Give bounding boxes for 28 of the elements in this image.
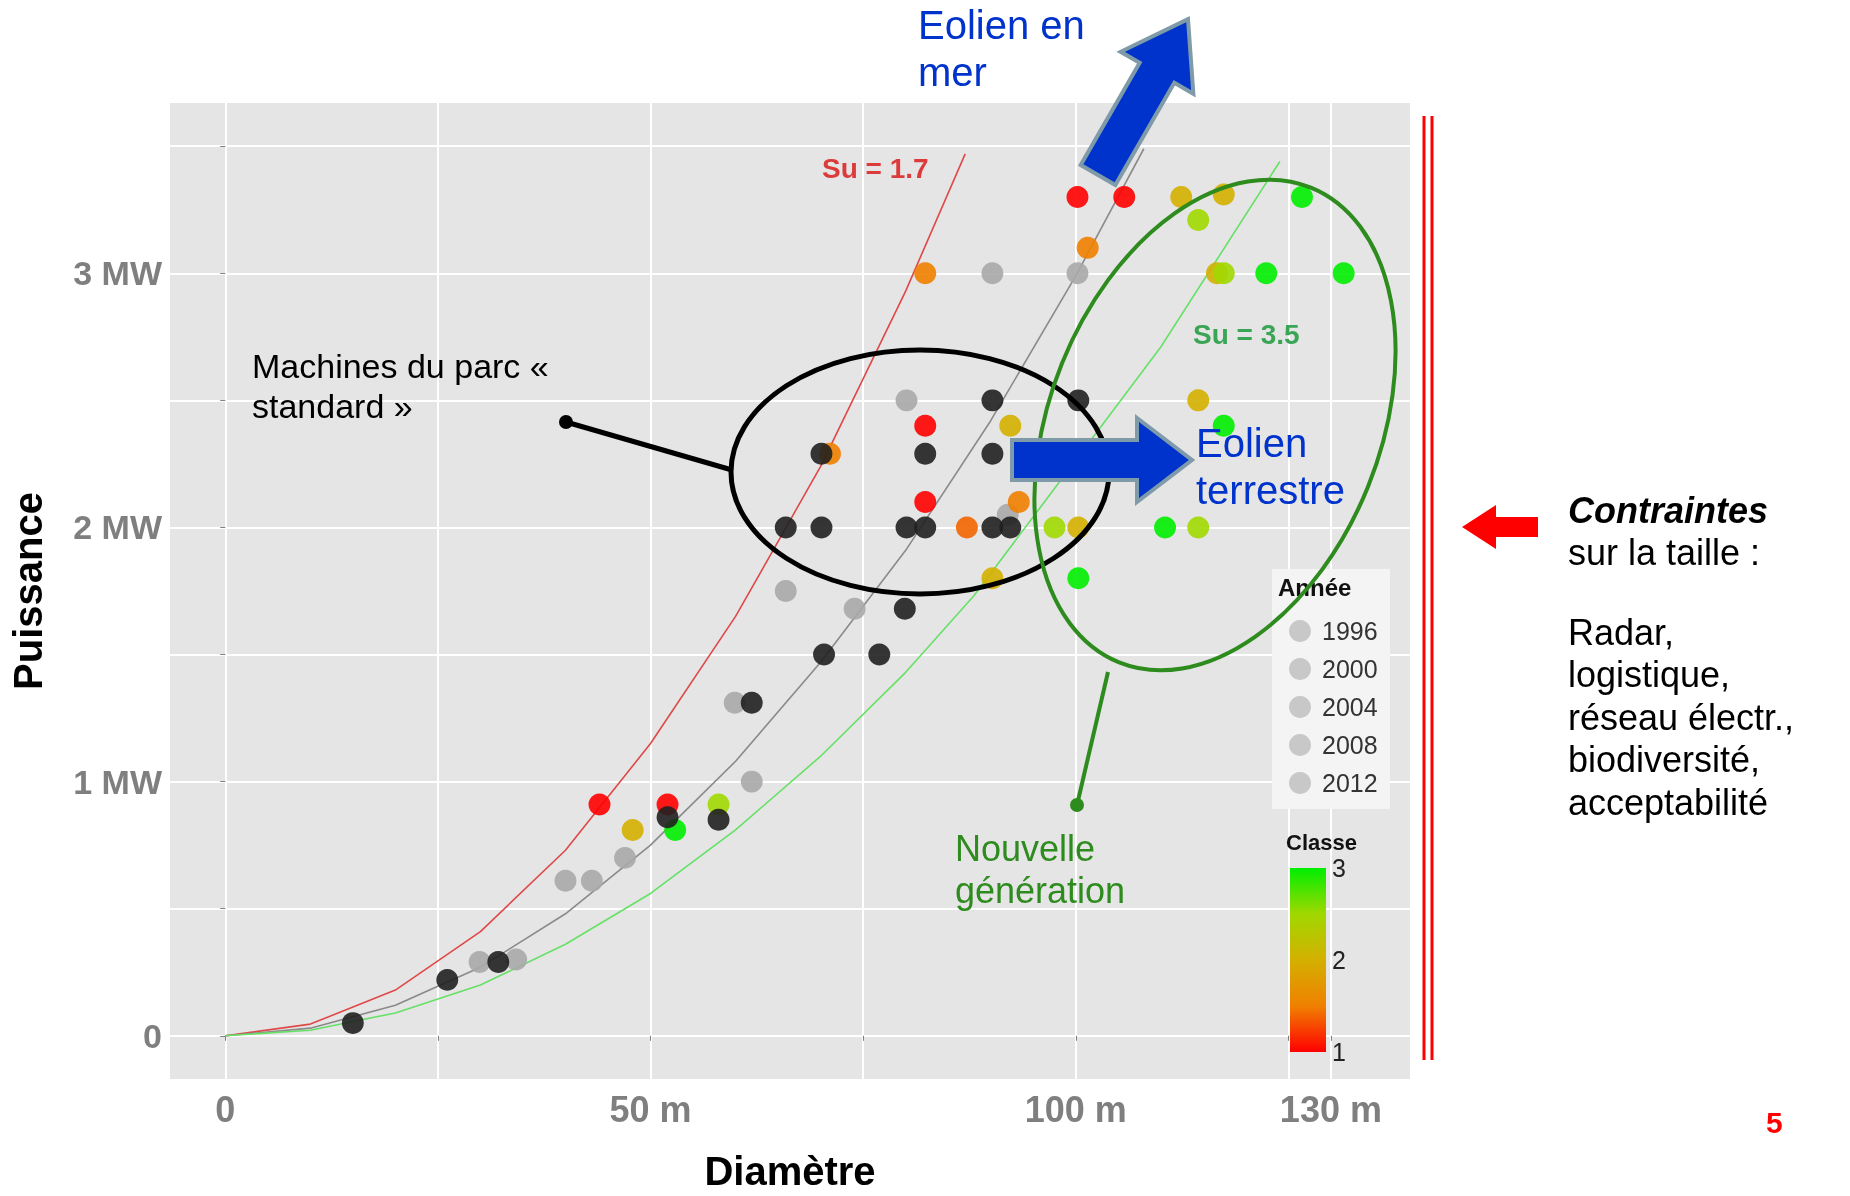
annotation: Su = 1.7 [822, 152, 929, 186]
annotation: Su = 3.5 [1193, 318, 1300, 352]
annotation: 2 [1332, 946, 1346, 976]
annotation: Classe [1286, 830, 1357, 856]
annotation: Machines du parc « standard » [252, 346, 550, 427]
x-tick-label: 0 [215, 1088, 236, 1130]
legend-label: 2008 [1322, 731, 1378, 759]
x-axis-title: Diamètre [704, 1149, 876, 1193]
text: Radar, logistique, réseau électr., biodiversité, acceptabilité [1568, 612, 1796, 825]
y-axis-title: Puissance [6, 492, 50, 690]
text: Contraintes sur la taille : [1568, 490, 1770, 575]
x-tick-label: 50 m [609, 1088, 692, 1130]
legend-label: 2012 [1322, 769, 1378, 797]
annotation: 1 [1332, 1038, 1346, 1068]
y-tick-label: 2 MW [73, 508, 163, 547]
y-tick-label: 1 MW [73, 762, 163, 801]
legend-label: 2000 [1322, 655, 1378, 683]
text: 5 [1766, 1105, 1783, 1141]
legend-label: 2004 [1322, 693, 1378, 721]
y-tick-label: 3 MW [73, 254, 163, 293]
legend-label: 1996 [1322, 617, 1378, 645]
x-tick-label: 100 m [1024, 1088, 1127, 1130]
annotation: 3 [1332, 854, 1346, 884]
annotation: Nouvelle génération [955, 828, 1127, 913]
x-tick-label: 130 m [1279, 1088, 1382, 1130]
annotation: Eolien terrestre [1196, 420, 1346, 515]
y-tick-label: 0 [143, 1016, 162, 1055]
text: Eolien en mer [918, 2, 1086, 97]
